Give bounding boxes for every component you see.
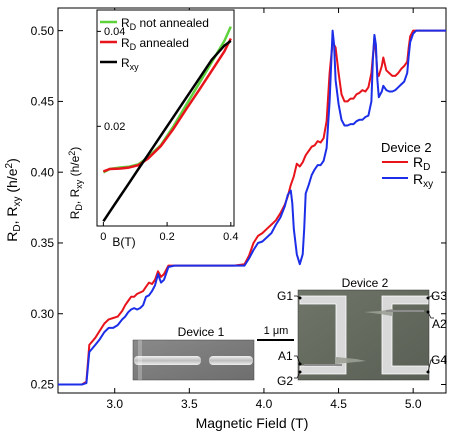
scale-bar: 1 μm <box>257 325 294 341</box>
device-2-electrode-left <box>299 295 347 375</box>
main-y-tick-label: 0.50 <box>31 24 55 38</box>
inset-x-tick-label: 0.4 <box>223 231 238 243</box>
device-1-electrode-left <box>134 356 201 365</box>
inset-plot: 0 0.2 0.4 0.02 0.04 B(T) RD, Rxy (h/e2) RD … <box>67 9 238 249</box>
contact-g4-label: G4 <box>431 353 447 367</box>
main-legend: Device 2 RD Rxy <box>381 140 433 190</box>
contact-g2-label: G2 <box>277 374 293 388</box>
inset-series-rxy-line <box>102 39 232 222</box>
inset-y-tick-label: 0.02 <box>104 121 125 133</box>
device-1-label: Device 1 <box>178 325 225 339</box>
inset-legend: RD not annealed RD annealed Rxy <box>100 16 209 72</box>
main-x-axis-title: Magnetic Field (T) <box>196 415 309 431</box>
contact-a1-label: A1 <box>278 349 293 363</box>
contact-a2-label: A2 <box>432 317 447 331</box>
main-x-tick-label: 4.5 <box>330 397 347 411</box>
legend-rxy-label: Rxy <box>413 171 433 190</box>
device-1-micrograph: Device 1 <box>132 325 255 381</box>
main-y-tick-label: 0.30 <box>31 307 55 321</box>
device-2-electrode-right <box>381 295 429 375</box>
inset-plot-area <box>96 9 235 227</box>
inset-legend-not-annealed-label: RD not annealed <box>121 16 209 32</box>
main-y-tick-label: 0.45 <box>31 95 55 109</box>
main-x-axis-ticks: 3.0 3.5 4.0 4.5 5.0 <box>106 8 422 411</box>
main-series-rxy-line <box>58 29 446 386</box>
inset-x-tick-label: 0.2 <box>159 231 174 243</box>
inset-y-axis-ticks: 0.02 0.04 <box>97 26 125 133</box>
main-x-tick-label: 5.0 <box>405 397 422 411</box>
main-y-tick-label: 0.40 <box>31 165 55 179</box>
device-2-label: Device 2 <box>342 276 389 290</box>
contact-g3-label: G3 <box>431 289 447 303</box>
main-x-tick-label: 4.0 <box>256 397 273 411</box>
inset-x-axis-ticks: 0 0.2 0.4 <box>100 222 238 243</box>
main-y-tick-label: 0.25 <box>31 378 55 392</box>
main-series-rd-line <box>58 29 446 386</box>
device-2-micrograph: Device 2 G1 G2 A1 G3 A2 G4 <box>277 276 447 388</box>
inset-legend-annealed-label: RD annealed <box>121 36 189 52</box>
scale-bar-label: 1 μm <box>264 325 289 337</box>
legend-title: Device 2 <box>381 140 432 155</box>
inset-legend-rxy-label: Rxy <box>121 56 139 72</box>
main-y-axis-title: RD, Rxy (h/e2) <box>4 158 23 242</box>
device-1-electrode-right <box>209 356 253 365</box>
main-x-tick-label: 3.5 <box>181 397 198 411</box>
main-y-tick-label: 0.35 <box>31 236 55 250</box>
inset-y-tick-label: 0.04 <box>104 26 125 38</box>
inset-series-rd-annealed-line <box>102 37 232 173</box>
inset-x-axis-title: B(T) <box>112 235 135 249</box>
legend-rd-label: RD <box>413 154 430 173</box>
inset-y-axis-title: RD, Rxy (h/e2) <box>67 147 84 220</box>
contact-g1-label: G1 <box>277 289 293 303</box>
inset-x-tick-label: 0 <box>100 231 106 243</box>
main-x-tick-label: 3.0 <box>106 397 123 411</box>
